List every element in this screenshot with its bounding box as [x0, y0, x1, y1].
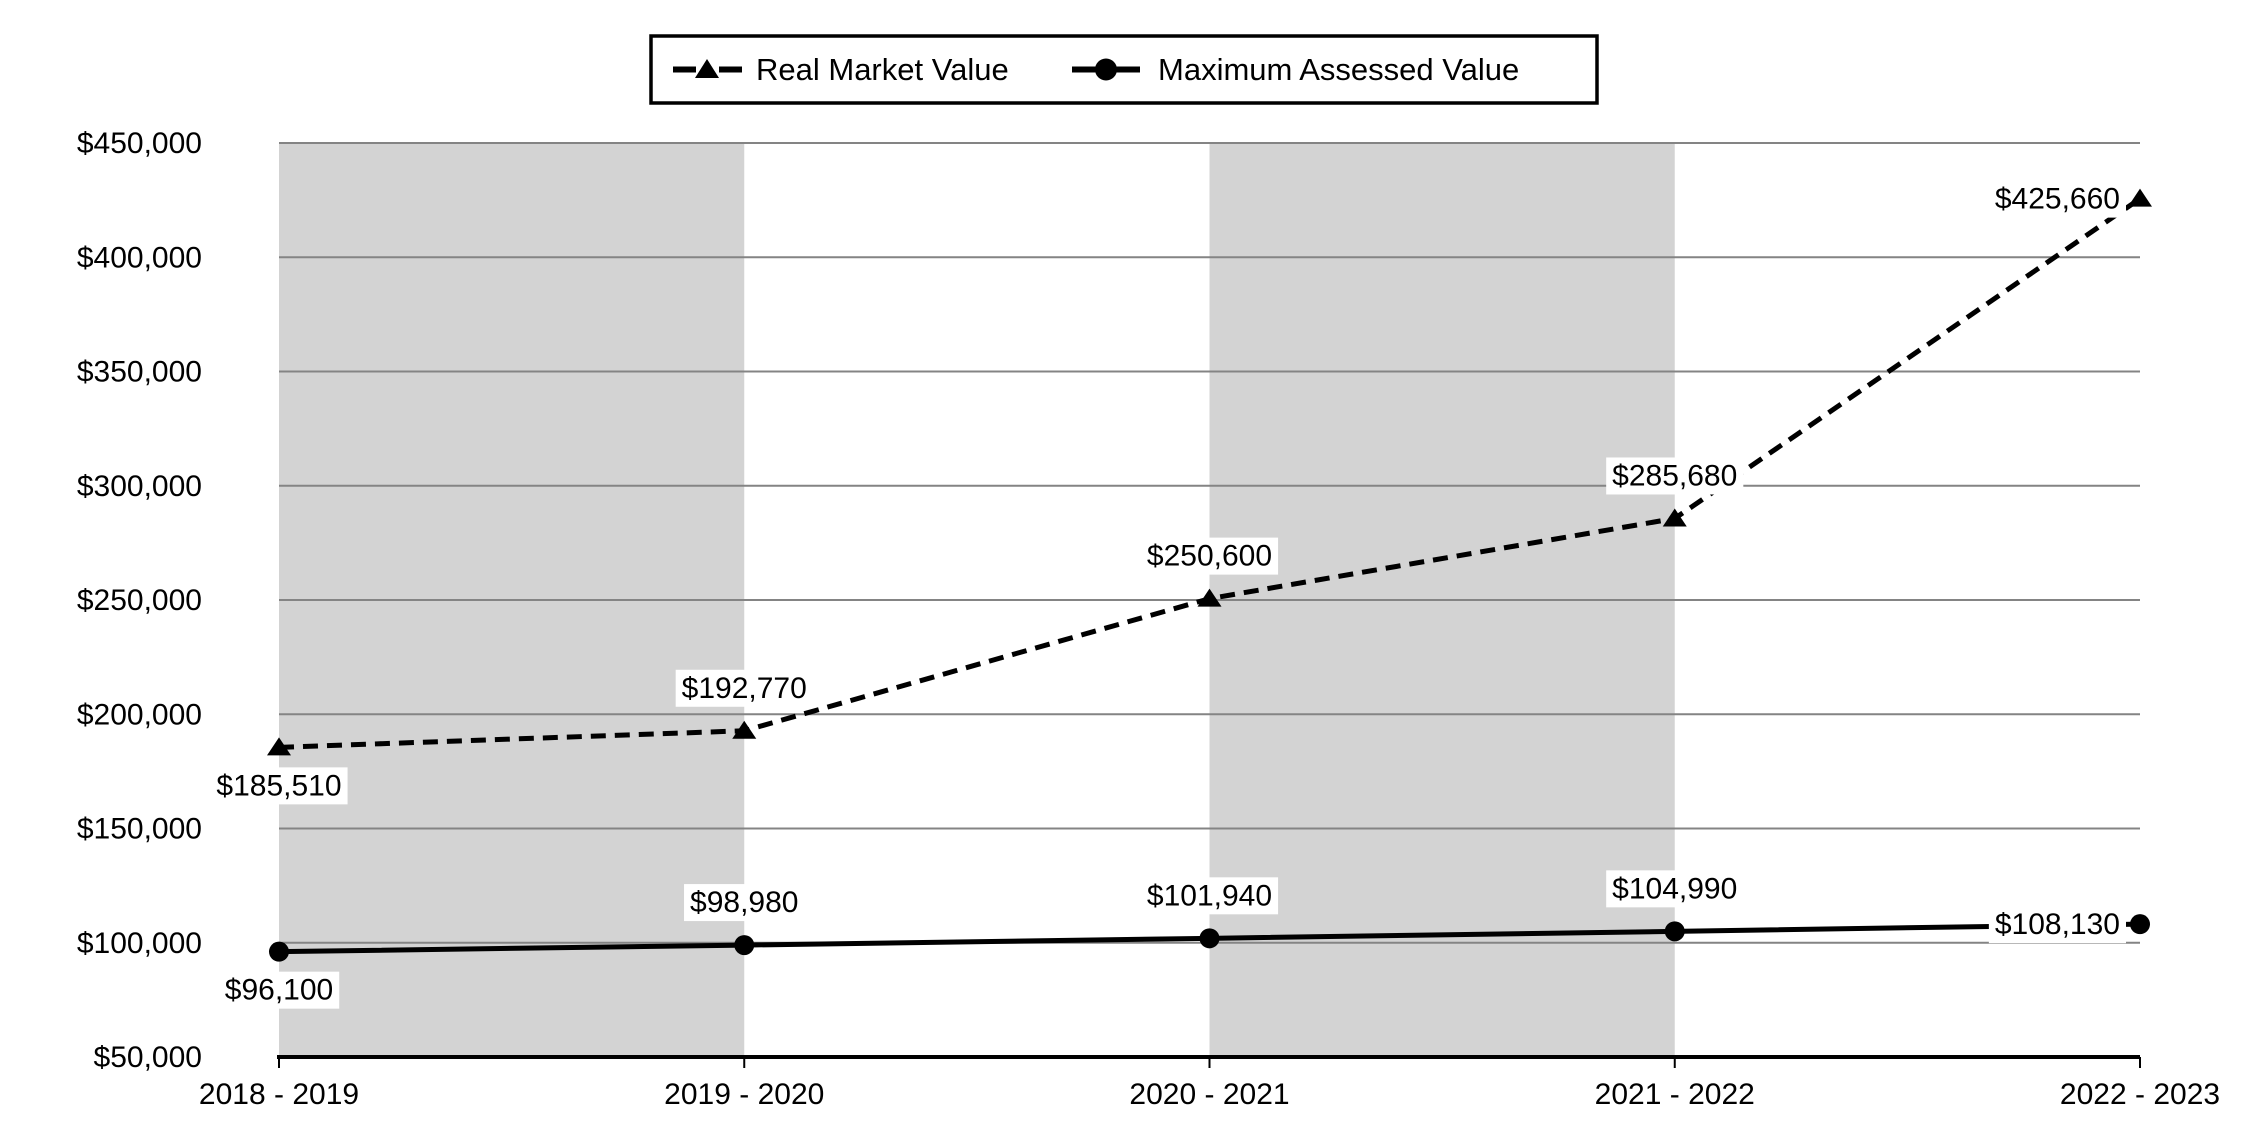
- data-label-background: [210, 767, 348, 805]
- plot-area: $50,000$100,000$150,000$200,000$250,000$…: [77, 127, 2220, 1111]
- triangle-marker: [267, 737, 291, 756]
- x-axis-label: 2018 - 2019: [199, 1078, 359, 1111]
- triangle-marker: [732, 720, 757, 739]
- data-label: $101,940: [1147, 879, 1272, 912]
- circle-marker: [269, 941, 289, 962]
- data-label-background: [1988, 180, 2126, 218]
- data-label-background: [1606, 457, 1744, 495]
- series-maximum-assessed-value: [269, 914, 2150, 962]
- x-axis-label: 2020 - 2021: [1129, 1078, 1289, 1111]
- data-label: $192,770: [682, 672, 807, 705]
- data-label-background: [218, 971, 340, 1009]
- circle-marker-icon: [1095, 58, 1117, 81]
- y-axis-label: $150,000: [77, 813, 202, 846]
- data-label-background: [1606, 870, 1744, 908]
- x-axis-label: 2021 - 2022: [1595, 1078, 1755, 1111]
- data-label-background: [675, 669, 813, 707]
- data-labels: $185,510 $192,770 $250,600 $285,680 $425,660…: [210, 180, 2126, 1009]
- data-label: $185,510: [216, 769, 341, 802]
- y-axis-label: $100,000: [77, 927, 202, 960]
- circle-marker: [1199, 928, 1220, 949]
- legend: Real Market Value Maximum Assessed Value: [649, 34, 1599, 105]
- triangle-marker: [1197, 588, 1222, 607]
- data-label-background: [1140, 537, 1279, 575]
- triangle-marker: [2128, 188, 2152, 207]
- data-label: $250,600: [1147, 540, 1272, 573]
- x-axis-label: 2019 - 2020: [664, 1078, 824, 1111]
- triangle-marker-icon: [695, 59, 719, 78]
- data-label: $96,100: [225, 974, 333, 1007]
- legend-label-maximum-assessed-value: Maximum Assessed Value: [1158, 52, 1519, 87]
- data-label: $285,680: [1612, 459, 1737, 492]
- data-label-background: [1988, 906, 2126, 944]
- y-axis-label: $350,000: [77, 356, 202, 389]
- x-axis-label: 2022 - 2023: [2060, 1078, 2220, 1111]
- triangle-marker: [1662, 508, 1687, 527]
- y-axis-label: $300,000: [77, 470, 202, 503]
- data-label: $98,980: [690, 886, 798, 919]
- circle-marker: [734, 935, 755, 956]
- y-axis-label: $50,000: [94, 1041, 202, 1074]
- y-axis-label: $250,000: [77, 584, 202, 617]
- data-label: $108,130: [1995, 908, 2120, 941]
- legend-entry-real-market-value: Real Market Value: [673, 52, 1009, 87]
- series-real-market-value: [267, 188, 2152, 756]
- legend-label-real-market-value: Real Market Value: [756, 52, 1009, 87]
- circle-marker: [1664, 921, 1685, 942]
- data-label: $104,990: [1612, 872, 1737, 905]
- y-axis-label: $450,000: [77, 127, 202, 160]
- circle-marker: [2130, 914, 2150, 935]
- data-label-background: [684, 884, 805, 922]
- data-label-background: [1140, 877, 1279, 915]
- y-axis-label: $400,000: [77, 241, 202, 274]
- legend-entry-maximum-assessed-value: Maximum Assessed Value: [1072, 52, 1519, 87]
- y-axis-label: $200,000: [77, 698, 202, 731]
- data-label: $425,660: [1995, 183, 2120, 216]
